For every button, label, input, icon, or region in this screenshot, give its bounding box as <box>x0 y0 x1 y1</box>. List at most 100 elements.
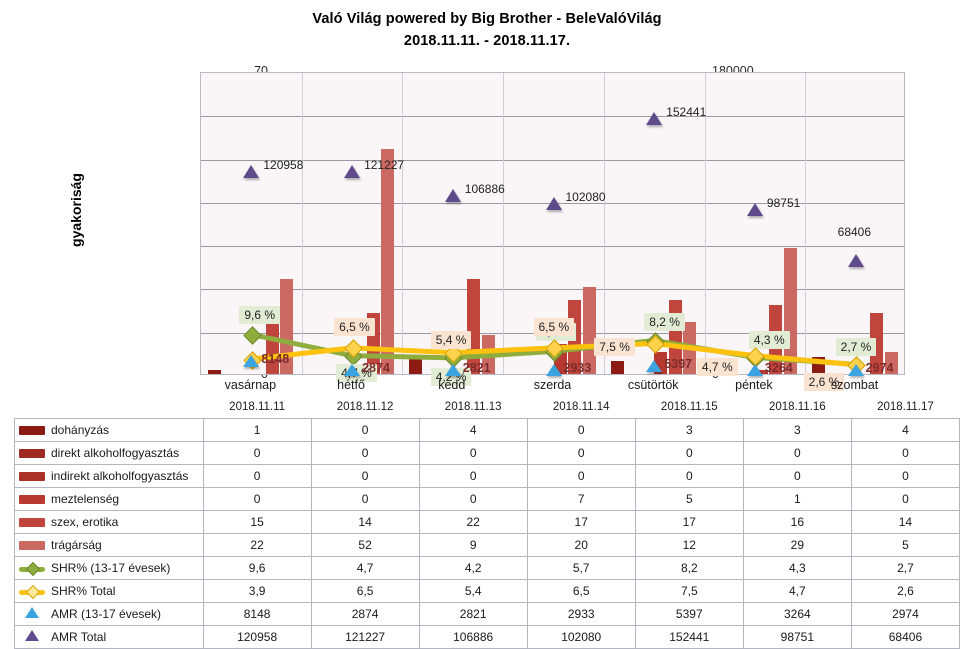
table-row: szex, erotika 15 14 22 17 17 16 14 <box>14 510 961 534</box>
table-cell: 1 <box>742 487 852 511</box>
amr-total-label: 102080 <box>565 190 606 205</box>
amr-total-marker <box>646 112 663 126</box>
table-cell: 0 <box>418 441 528 465</box>
table-row: AMR Total 120958 121227 106886 102080 152441 9… <box>14 625 961 649</box>
chart: gyakoriság 010203040506070 0200004000060… <box>0 58 974 395</box>
amr-13-17-label: 5397 <box>664 356 693 371</box>
amr-13-17-label: 2874 <box>362 361 390 376</box>
table-cell: 0 <box>202 464 312 488</box>
table-cell: 106886 <box>418 625 528 649</box>
legend-swatch-icon <box>19 426 45 436</box>
legend-swatch-icon <box>19 449 45 459</box>
title-line-1: Való Világ powered by Big Brother - Bele… <box>312 11 662 27</box>
table-cell: 4 <box>418 418 528 442</box>
table-cell: 4,3 <box>742 556 852 580</box>
table-row: SHR% (13-17 évesek) 9,6 4,7 4,2 5,7 8,2 4,3 2,7 <box>14 556 961 580</box>
table-row-label-text: dohányzás <box>51 423 110 437</box>
percent-label: 9,6 % <box>239 306 281 325</box>
table-cell: 15 <box>202 510 312 534</box>
table-column-header: 2018.11.11 <box>203 396 312 419</box>
table-column-header: 2018.11.14 <box>527 396 636 419</box>
table-cell: 68406 <box>850 625 961 649</box>
gridline <box>201 116 904 118</box>
table-cell: 6,5 <box>526 579 636 603</box>
table-cell: 16 <box>742 510 852 534</box>
table-cell: 4 <box>850 418 961 442</box>
table-header-blank <box>14 396 204 419</box>
table-cell: 3264 <box>742 602 852 626</box>
table-row-label: AMR (13-17 évesek) <box>14 602 204 626</box>
x-axis-category-label: kedd <box>438 378 466 392</box>
table-cell: 14 <box>850 510 961 534</box>
amr-total-label: 120958 <box>263 158 304 173</box>
table-cell: 7 <box>526 487 636 511</box>
bar <box>280 278 294 374</box>
table-cell: 0 <box>526 464 636 488</box>
percent-label: 6,5 % <box>334 317 375 336</box>
table-cell: 2933 <box>526 602 636 626</box>
table-cell: 8,2 <box>634 556 744 580</box>
amr-total-label: 106886 <box>464 182 505 197</box>
legend-line-marker-icon <box>19 562 45 577</box>
table-row-label-text: AMR (13-17 évesek) <box>51 606 162 621</box>
table-column-header: 2018.11.12 <box>311 396 420 419</box>
legend-swatch-icon <box>19 541 45 551</box>
bar <box>582 287 596 374</box>
category-separator <box>704 73 706 374</box>
legend-swatch-icon <box>19 518 45 528</box>
table-row-label-text: trágárság <box>51 538 102 552</box>
legend-swatch-icon <box>19 495 45 505</box>
category-separator <box>805 73 807 374</box>
page-title: Való Világ powered by Big Brother - Bele… <box>0 8 974 52</box>
table-row: indirekt alkoholfogyasztás 0 0 0 0 0 0 0 <box>14 464 961 488</box>
x-axis-category-label: hétfő <box>337 378 365 392</box>
table-row: SHR% Total 3,9 6,5 5,4 6,5 7,5 4,7 2,6 <box>14 579 961 603</box>
table-cell: 0 <box>742 464 852 488</box>
amr-13-17-label: 8148 <box>261 352 290 367</box>
table-cell: 6,5 <box>310 579 420 603</box>
table-cell: 52 <box>310 533 420 557</box>
table-row: AMR (13-17 évesek) 8148 2874 2821 2933 5397 32… <box>14 602 961 626</box>
data-table: 2018.11.11 2018.11.12 2018.11.13 2018.11.14… <box>14 396 961 649</box>
bar <box>870 313 884 374</box>
category-separator <box>503 73 505 374</box>
table-cell: 0 <box>526 418 636 442</box>
table-cell: 0 <box>418 464 528 488</box>
table-cell: 0 <box>850 464 961 488</box>
table-cell: 2821 <box>418 602 528 626</box>
table-header-row: 2018.11.11 2018.11.12 2018.11.13 2018.11.14… <box>14 396 960 419</box>
table-cell: 102080 <box>526 625 636 649</box>
percent-label: 2,6 % <box>803 372 845 391</box>
table-cell: 22 <box>418 510 528 534</box>
category-separator <box>603 73 605 374</box>
table-cell: 5397 <box>634 602 744 626</box>
table-cell: 4,2 <box>418 556 528 580</box>
table-cell: 0 <box>634 464 744 488</box>
percent-label: 7,5 % <box>594 337 635 356</box>
amr-total-marker <box>444 189 461 203</box>
table-cell: 0 <box>310 441 420 465</box>
amr-13-17-marker <box>746 363 763 376</box>
amr-13-17-marker <box>344 364 361 377</box>
table-cell: 3,9 <box>202 579 312 603</box>
table-column-header: 2018.11.15 <box>635 396 744 419</box>
table-row-label: indirekt alkoholfogyasztás <box>14 464 204 488</box>
x-axis-category-label: szombat <box>831 378 879 392</box>
amr-13-17-label: 2974 <box>865 360 894 375</box>
table-row: meztelenség 0 0 0 7 5 1 0 <box>14 487 961 511</box>
table-cell: 2974 <box>850 602 961 626</box>
amr-total-label: 152441 <box>666 105 707 120</box>
percent-label: 4,3 % <box>748 331 790 350</box>
table-cell: 0 <box>202 441 312 465</box>
gridline <box>201 159 904 161</box>
amr-total-marker <box>545 197 562 211</box>
table-cell: 2,7 <box>850 556 961 580</box>
amr-total-marker <box>243 165 260 179</box>
table-cell: 120958 <box>202 625 312 649</box>
amr-13-17-marker <box>243 355 260 368</box>
amr-total-marker <box>746 202 763 216</box>
percent-label: 2,7 % <box>835 338 877 357</box>
legend-triangle-icon <box>19 607 45 621</box>
percent-label: 8,2 % <box>644 312 685 331</box>
table-cell: 17 <box>526 510 636 534</box>
